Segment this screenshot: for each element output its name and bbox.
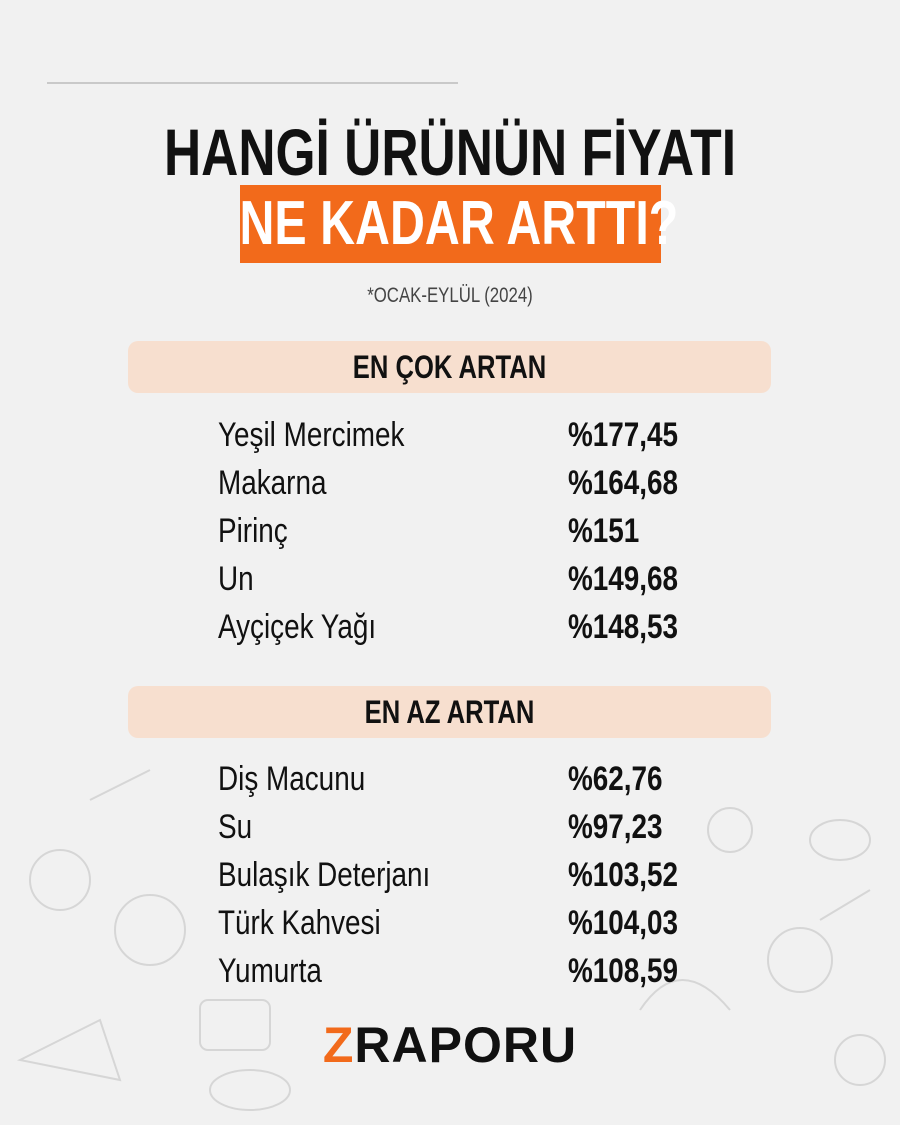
most-increased-list: Yeşil Mercimek %177,45 Makarna %164,68 Pir… (218, 411, 718, 651)
list-item: Bulaşık Deterjanı %103,52 (218, 851, 718, 899)
section-heading-most-increased: EN ÇOK ARTAN (128, 341, 771, 393)
product-name: Diş Macunu (218, 760, 366, 798)
logo-text: RAPORU (354, 1017, 578, 1073)
section-heading-text: EN ÇOK ARTAN (352, 349, 547, 385)
increase-value: %164,68 (568, 464, 679, 502)
increase-value: %97,23 (568, 808, 663, 846)
product-name: Un (218, 560, 254, 598)
section-heading-text: EN AZ ARTAN (364, 694, 535, 730)
list-item: Ayçiçek Yağı %148,53 (218, 603, 718, 651)
section-heading-least-increased: EN AZ ARTAN (128, 686, 771, 738)
increase-value: %104,03 (568, 904, 679, 942)
product-name: Bulaşık Deterjanı (218, 856, 431, 894)
list-item: Un %149,68 (218, 555, 718, 603)
list-item: Yumurta %108,59 (218, 947, 718, 995)
title-line-1: HANGİ ÜRÜNÜN FİYATI (163, 115, 737, 189)
zraporu-logo: ZRAPORU (0, 1016, 900, 1074)
logo-accent: Z (322, 1017, 355, 1073)
divider-line (47, 82, 458, 84)
product-name: Türk Kahvesi (218, 904, 381, 942)
increase-value: %149,68 (568, 560, 679, 598)
product-name: Su (218, 808, 253, 846)
increase-value: %62,76 (568, 760, 663, 798)
title-line-2: NE KADAR ARTTI? (239, 189, 679, 258)
list-item: Su %97,23 (218, 803, 718, 851)
food-doodle-background (16, 769, 886, 1111)
product-name: Yumurta (218, 952, 322, 990)
list-item: Türk Kahvesi %104,03 (218, 899, 718, 947)
least-increased-list: Diş Macunu %62,76 Su %97,23 Bulaşık Deterj… (218, 755, 718, 995)
list-item: Pirinç %151 (218, 507, 718, 555)
title-highlight: NE KADAR ARTTI? (239, 185, 679, 263)
list-item: Makarna %164,68 (218, 459, 718, 507)
list-item: Yeşil Mercimek %177,45 (218, 411, 718, 459)
product-name: Yeşil Mercimek (218, 416, 405, 454)
list-item: Diş Macunu %62,76 (218, 755, 718, 803)
increase-value: %151 (568, 512, 640, 550)
increase-value: %177,45 (568, 416, 679, 454)
increase-value: %148,53 (568, 608, 679, 646)
product-name: Pirinç (218, 512, 288, 550)
subtitle: *OCAK-EYLÜL (2024) (367, 284, 533, 307)
product-name: Ayçiçek Yağı (218, 608, 377, 646)
increase-value: %103,52 (568, 856, 679, 894)
product-name: Makarna (218, 464, 327, 502)
increase-value: %108,59 (568, 952, 679, 990)
